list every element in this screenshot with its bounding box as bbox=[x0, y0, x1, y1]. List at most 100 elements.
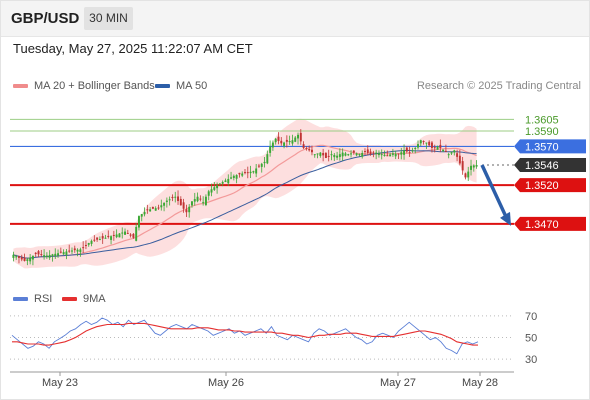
candle-body bbox=[280, 140, 283, 144]
candle-body bbox=[458, 155, 461, 164]
candle-body bbox=[389, 154, 392, 157]
price-tag-1.3520 bbox=[514, 178, 586, 193]
candle-body bbox=[377, 153, 380, 156]
candle-body bbox=[305, 148, 308, 150]
candle-body bbox=[182, 202, 185, 209]
candle-body bbox=[336, 155, 339, 158]
candle-body bbox=[107, 235, 110, 237]
candle-body bbox=[124, 231, 126, 235]
ma9-swatch bbox=[62, 297, 77, 302]
candle-body bbox=[355, 153, 358, 156]
candle-body bbox=[68, 250, 71, 252]
candle-body bbox=[380, 154, 383, 156]
candle-body bbox=[263, 161, 266, 164]
candle-body bbox=[358, 154, 361, 156]
price-tag-1.3470 bbox=[514, 216, 586, 231]
candle-body bbox=[283, 142, 286, 146]
candle-body bbox=[115, 234, 118, 238]
candle-body bbox=[439, 144, 442, 148]
candle-body bbox=[444, 150, 447, 152]
candle-body bbox=[352, 150, 355, 153]
candle-body bbox=[98, 239, 101, 241]
ma50-legend-item: MA 50 bbox=[155, 80, 207, 92]
candle-body bbox=[135, 226, 138, 241]
candle-body bbox=[48, 254, 51, 258]
candle-body bbox=[338, 154, 341, 157]
candle-body bbox=[271, 142, 274, 148]
candle-body bbox=[154, 208, 157, 211]
ma50-line bbox=[13, 149, 477, 259]
candle-body bbox=[433, 147, 436, 149]
candle-body bbox=[467, 171, 470, 178]
candle-body bbox=[202, 202, 205, 204]
candle-body bbox=[96, 237, 99, 240]
candle-body bbox=[171, 196, 174, 199]
price-tag-label: 1.3570 bbox=[525, 141, 559, 153]
candle-body bbox=[104, 237, 107, 239]
candle-body bbox=[391, 153, 394, 155]
candle-body bbox=[188, 206, 191, 213]
candle-body bbox=[126, 232, 129, 234]
candle-body bbox=[224, 180, 227, 182]
candle-body bbox=[277, 136, 280, 142]
candle-body bbox=[447, 154, 450, 156]
candle-body bbox=[246, 172, 249, 174]
rsi-tick-label: 30 bbox=[525, 354, 537, 366]
candle-body bbox=[93, 239, 96, 241]
candle-body bbox=[375, 152, 378, 154]
candle-body bbox=[232, 175, 235, 178]
candle-body bbox=[54, 253, 57, 257]
candle-body bbox=[157, 207, 160, 209]
candle-body bbox=[257, 165, 260, 167]
candle-body bbox=[90, 240, 93, 244]
candle-body bbox=[140, 214, 143, 217]
candle-body bbox=[165, 200, 168, 202]
candle-body bbox=[26, 259, 29, 261]
candle-body bbox=[313, 154, 316, 156]
research-credit: Research © 2025 Trading Central bbox=[416, 80, 581, 92]
candle-body bbox=[464, 173, 467, 178]
candle-body bbox=[210, 189, 213, 193]
price-tag-label: 1.3590 bbox=[525, 126, 559, 138]
candle-body bbox=[450, 152, 453, 154]
candle-body bbox=[274, 138, 277, 143]
candle-body bbox=[294, 137, 297, 142]
candle-body bbox=[400, 152, 403, 155]
candle-body bbox=[71, 250, 73, 252]
candle-body bbox=[383, 154, 386, 157]
rsi-panel: 70 50 30 bbox=[10, 311, 537, 366]
candle-body bbox=[397, 153, 400, 155]
candle-body bbox=[341, 152, 344, 157]
candle-body bbox=[17, 256, 20, 258]
candle-body bbox=[37, 251, 40, 255]
candle-body bbox=[361, 153, 364, 157]
candle-body bbox=[299, 132, 302, 142]
candle-body bbox=[430, 142, 433, 148]
candle-body bbox=[34, 252, 37, 255]
candle-body bbox=[316, 153, 319, 155]
candle-body bbox=[327, 155, 330, 157]
candle-body bbox=[442, 149, 445, 152]
candle-body bbox=[31, 255, 34, 260]
candle-body bbox=[364, 151, 366, 153]
candle-body bbox=[472, 165, 475, 168]
candle-body bbox=[350, 153, 353, 155]
candle-body bbox=[411, 150, 414, 152]
candle-body bbox=[227, 178, 230, 184]
candle-body bbox=[249, 171, 252, 174]
candle-body bbox=[65, 251, 68, 255]
candle-body bbox=[45, 255, 48, 257]
candle-body bbox=[408, 152, 411, 154]
candle-body bbox=[110, 236, 113, 240]
chart-header: GBP/USD 30 MIN bbox=[0, 0, 590, 37]
ma50-legend-label: MA 50 bbox=[176, 80, 208, 92]
candle-body bbox=[40, 254, 43, 256]
price-tag-label: 1.3546 bbox=[525, 160, 559, 172]
candle-body bbox=[207, 191, 210, 196]
timeframe-button[interactable]: 30 MIN bbox=[84, 7, 133, 30]
candle-body bbox=[310, 149, 313, 153]
candle-body bbox=[419, 140, 422, 144]
candle-body bbox=[369, 151, 372, 155]
candle-body bbox=[160, 205, 163, 208]
